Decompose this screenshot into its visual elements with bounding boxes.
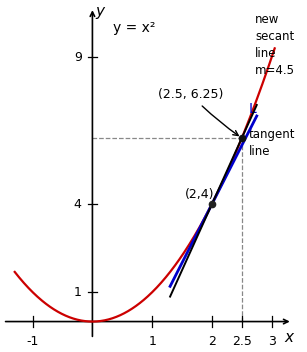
- Text: 3: 3: [268, 335, 276, 348]
- Text: -1: -1: [26, 335, 39, 348]
- Text: new
secant
line
m=4.5: new secant line m=4.5: [255, 13, 295, 77]
- Text: 2: 2: [208, 335, 216, 348]
- Text: 1: 1: [74, 286, 82, 299]
- Text: 2.5: 2.5: [232, 335, 252, 348]
- Text: y = x²: y = x²: [113, 21, 156, 35]
- Text: 1: 1: [148, 335, 156, 348]
- Text: (2.5, 6.25): (2.5, 6.25): [158, 88, 238, 136]
- Text: y: y: [95, 4, 104, 19]
- Text: tangent
line: tangent line: [249, 128, 295, 158]
- Text: L: L: [249, 102, 257, 116]
- Text: x: x: [284, 330, 293, 345]
- Text: (2,4): (2,4): [185, 188, 215, 201]
- Text: 4: 4: [74, 197, 82, 210]
- Text: 9: 9: [74, 51, 82, 64]
